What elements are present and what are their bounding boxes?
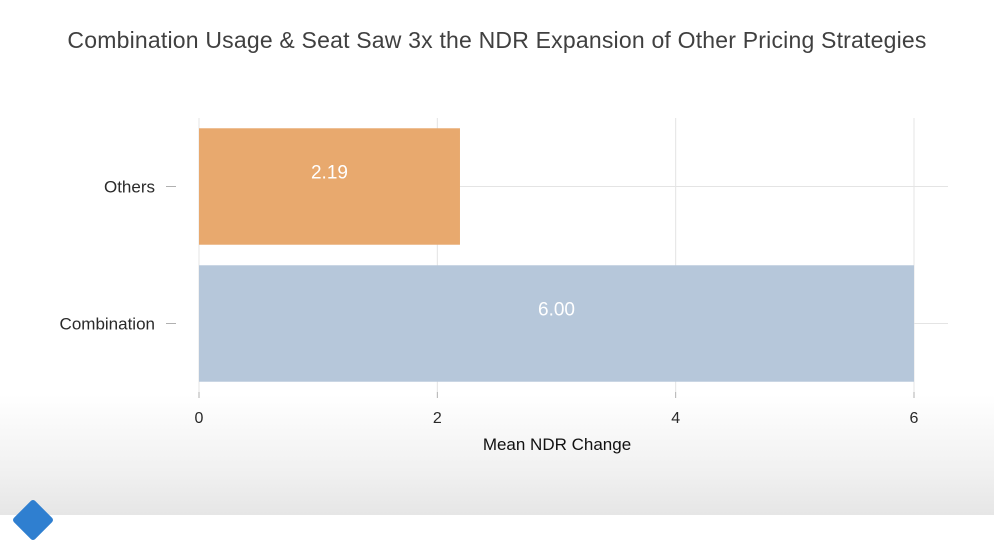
x-tick-label: 4 bbox=[671, 410, 680, 427]
x-tick-label: 6 bbox=[910, 410, 919, 427]
category-label: Others bbox=[104, 178, 155, 197]
x-tick-label: 0 bbox=[195, 410, 204, 427]
bar-others bbox=[199, 128, 460, 245]
data-label: 6.00 bbox=[538, 300, 575, 321]
category-label: Combination bbox=[60, 315, 155, 334]
bar-chart: 0 2 4 6 Others 2.19 Combination 6.00 Mean NDR C… bbox=[60, 118, 948, 454]
bar-combination bbox=[199, 265, 914, 382]
x-axis-title: Mean NDR Change bbox=[483, 435, 631, 454]
chart-title: Combination Usage & Seat Saw 3x the NDR … bbox=[67, 27, 927, 53]
bars bbox=[199, 128, 914, 382]
data-label: 2.19 bbox=[311, 163, 348, 184]
labels: 0 2 4 6 Others 2.19 Combination 6.00 bbox=[60, 163, 919, 428]
x-tick-label: 2 bbox=[433, 410, 442, 427]
